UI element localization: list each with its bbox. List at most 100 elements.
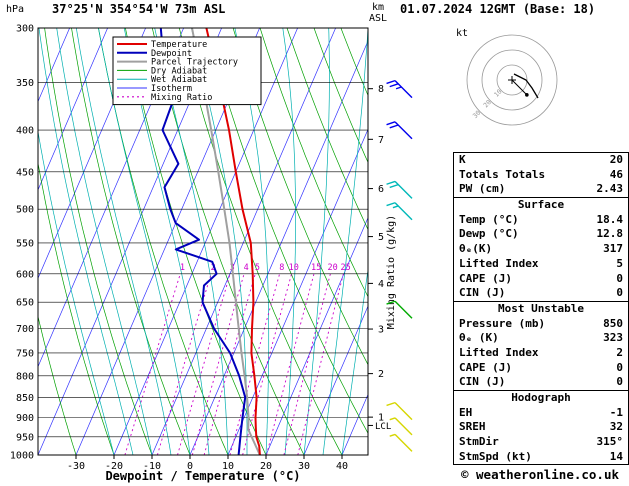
- stat-row: K 20: [454, 153, 628, 168]
- legend-label: Isotherm: [151, 84, 192, 94]
- isotherm-line: [151, 28, 336, 455]
- legend-label: Dry Adiabat: [151, 66, 207, 76]
- isotherm-line: [341, 393, 368, 455]
- mixing-ratio-label: 20: [327, 263, 337, 273]
- mixing-ratio-axis-label: Mixing Ratio (g/kg): [386, 215, 397, 329]
- km-tick-label: 6: [378, 184, 384, 195]
- isotherm-line: [113, 28, 298, 455]
- stat-value: 2.43: [596, 182, 624, 196]
- legend-label: Temperature: [151, 40, 207, 50]
- stat-value: 0: [616, 360, 623, 374]
- mixing-ratio-line: [229, 273, 281, 455]
- stat-row: Totals Totals 46: [454, 168, 628, 183]
- wet-adiabat-line: [38, 129, 115, 455]
- km-tick-label: 7: [378, 135, 384, 146]
- wind-barb: [386, 300, 413, 319]
- stat-value: 12.8: [596, 227, 624, 241]
- storm-motion-marker: [525, 93, 529, 97]
- pressure-tick-label: 450: [16, 167, 34, 178]
- temp-tick-label: 20: [260, 461, 272, 472]
- pressure-tick-label: 600: [16, 269, 34, 280]
- dry-adiabat-line: [313, 28, 368, 164]
- lcl-label: LCL: [375, 422, 391, 432]
- pressure-tick-label: 300: [16, 24, 34, 35]
- stat-label: Totals Totals: [459, 167, 546, 181]
- skewt-chart: 1 2 3 4 5 8 10 15 20 25TemperatureDewpointParcel …: [10, 24, 413, 472]
- km-tick-label: 5: [378, 232, 384, 243]
- mixing-ratio-line: [177, 273, 231, 455]
- stat-value: 315°: [596, 435, 624, 449]
- stat-label: StmSpd (kt): [459, 449, 532, 463]
- stat-row: Lifted Index 5: [454, 257, 628, 272]
- mixing-ratio-line: [156, 273, 212, 455]
- stat-row: StmDir 315°: [454, 435, 628, 450]
- mixing-ratio-label: 1: [180, 263, 185, 273]
- plot-area: 1 2 3 4 5 8 10 15 20 25: [38, 28, 368, 455]
- stat-label: StmDir: [459, 435, 499, 449]
- stat-label: θₑ(K): [459, 242, 493, 256]
- mixing-ratio-line: [203, 273, 256, 455]
- stat-label: PW (cm): [459, 182, 506, 196]
- stat-row: StmSpd (kt) 14: [454, 450, 628, 465]
- isotherm-line: [38, 28, 70, 103]
- wind-barb: [386, 121, 413, 140]
- stat-row: PW (cm) 2.43: [454, 182, 628, 197]
- pressure-tick-label: 650: [16, 298, 34, 309]
- mixing-ratio-label: 2: [211, 263, 216, 273]
- stat-label: CAPE (J): [459, 271, 512, 285]
- dry-adiabat-line: [259, 28, 368, 298]
- stat-row: θₑ(K) 317: [454, 242, 628, 257]
- copyright: © weatheronline.co.uk: [460, 467, 620, 482]
- stats-panel: K 20 Totals Totals 46 PW (cm) 2.43 Surface Temp…: [453, 152, 629, 466]
- mixing-ratio-label: 8: [279, 263, 284, 273]
- legend-label: Mixing Ratio: [151, 93, 212, 103]
- km-tick-label: 8: [378, 84, 384, 95]
- wind-barb: [386, 401, 413, 421]
- stat-row: CIN (J) 0: [454, 286, 628, 301]
- parcel-trajectory-curve: [191, 28, 261, 455]
- stat-label: Temp (°C): [459, 212, 519, 226]
- section-header: Hodograph: [454, 390, 628, 406]
- pressure-tick-label: 850: [16, 393, 34, 404]
- isotherm-line: [189, 40, 368, 455]
- temp-tick-label: 0: [187, 461, 193, 472]
- hodograph-ring: [466, 34, 558, 126]
- temperature-curve: [205, 28, 261, 455]
- storm-motion-vector: [511, 79, 528, 96]
- pressure-tick-label: 400: [16, 126, 34, 137]
- wind-barb: [389, 433, 413, 452]
- plot-border: [37, 27, 369, 456]
- stat-row: Temp (°C) 18.4: [454, 213, 628, 228]
- km-tick-label: 3: [378, 325, 384, 336]
- wind-barb: [386, 79, 413, 99]
- temp-tick-label: 30: [298, 461, 310, 472]
- km-tick-label: 1: [378, 413, 384, 424]
- temp-tick-label: -30: [67, 461, 85, 472]
- wind-barb: [389, 417, 413, 436]
- pressure-tick-label: 750: [16, 348, 34, 359]
- stat-label: θₑ (K): [459, 331, 499, 345]
- stat-row: CAPE (J) 0: [454, 272, 628, 287]
- stat-row: Dewp (°C) 12.8: [454, 227, 628, 242]
- pressure-tick-label: 550: [16, 238, 34, 249]
- temp-tick-label: 40: [336, 461, 348, 472]
- stat-row: Pressure (mb) 850: [454, 317, 628, 332]
- stat-label: EH: [459, 405, 473, 419]
- mixing-ratio-label: 15: [311, 263, 321, 273]
- stat-value: 14: [609, 449, 623, 463]
- stat-label: Dewp (°C): [459, 227, 519, 241]
- stat-row: CAPE (J) 0: [454, 361, 628, 376]
- temp-tick-label: -20: [105, 461, 123, 472]
- hodograph-ring-label: 30: [471, 109, 482, 120]
- isotherm-line: [227, 128, 368, 455]
- pressure-tick-label: 700: [16, 324, 34, 335]
- legend-label: Wet Adiabat: [151, 75, 207, 85]
- station-title: 37°25'N 354°54'W 73m ASL: [52, 2, 226, 16]
- dry-adiabat-line: [38, 314, 77, 455]
- legend-label: Dewpoint: [151, 49, 192, 59]
- stat-value: 323: [603, 331, 623, 345]
- isotherm-line: [38, 28, 108, 191]
- wind-barb: [386, 202, 413, 221]
